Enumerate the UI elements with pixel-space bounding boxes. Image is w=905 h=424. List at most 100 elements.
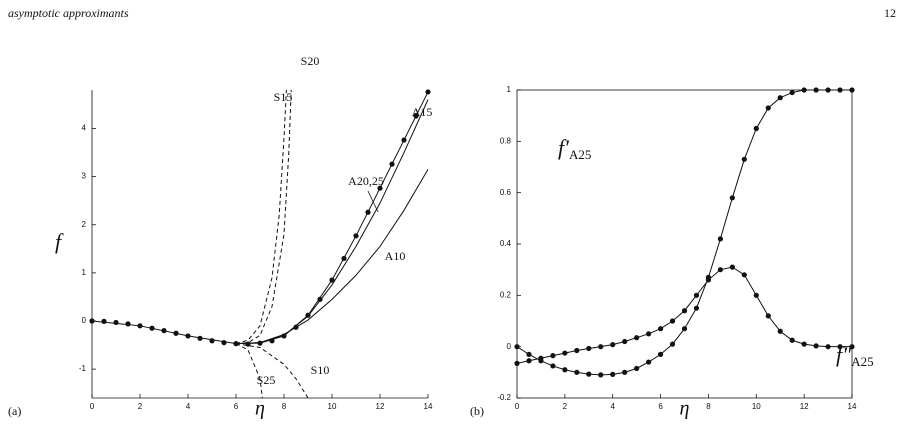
curve-label-sub: A25 [569, 147, 591, 162]
data-dot [681, 308, 688, 314]
data-dot [125, 321, 131, 327]
data-dot [269, 338, 275, 344]
data-dot [634, 365, 640, 372]
label-leader [367, 190, 379, 213]
data-dot [221, 340, 227, 346]
data-dot [526, 358, 532, 364]
data-dot [693, 292, 700, 298]
running-title: asymptotic approximants [8, 6, 129, 20]
curve [91, 91, 429, 345]
data-dot [389, 161, 395, 167]
data-dot [717, 236, 723, 242]
data-dot [101, 318, 107, 324]
y-tick-label: -1 [79, 364, 87, 373]
curve-label-sub: A25 [851, 354, 873, 369]
data-dot [514, 360, 520, 366]
y-tick-label: 0.6 [500, 188, 512, 197]
x-tick-label: 4 [186, 402, 191, 411]
data-dot [753, 292, 759, 298]
data-dot [681, 326, 688, 332]
page-number: 12 [884, 6, 896, 20]
y-tick-label: 0 [82, 316, 87, 325]
data-dot [849, 344, 855, 350]
data-dot [562, 350, 568, 356]
curve-label: A10 [385, 249, 406, 263]
data-dot [526, 351, 532, 357]
curve-label: S15 [274, 90, 293, 104]
curve [516, 266, 852, 364]
curve-label: S25 [257, 373, 276, 387]
data-dot [209, 338, 215, 344]
curve-label: S10 [311, 363, 330, 377]
x-tick-label: 6 [658, 402, 663, 411]
data-dot [413, 113, 419, 119]
y-tick-label: 2 [82, 220, 87, 229]
data-dot [550, 353, 556, 359]
data-dot [801, 87, 807, 93]
data-dot [353, 233, 359, 239]
data-dot [574, 369, 580, 375]
data-dot [634, 335, 640, 341]
data-dot [574, 347, 580, 354]
data-dot [586, 345, 592, 352]
y-tick-label: 0.4 [500, 239, 512, 248]
data-dot [281, 333, 287, 339]
data-dot [341, 255, 347, 262]
y-tick-label: -0.2 [497, 393, 511, 402]
x-tick-label: 10 [328, 402, 337, 411]
data-dot [293, 324, 299, 330]
data-dot [765, 105, 771, 111]
dashed-curve [235, 343, 309, 399]
data-dot [622, 338, 628, 345]
data-dot [729, 264, 735, 270]
data-dot [317, 296, 323, 302]
data-dot [161, 328, 167, 334]
data-dot [646, 331, 652, 337]
data-dot [837, 344, 843, 350]
data-dot [837, 87, 843, 93]
y-tick-label: 1 [82, 268, 87, 277]
dashed-curve [235, 343, 263, 399]
data-dot [693, 305, 700, 311]
data-dot [185, 333, 191, 339]
data-dot [801, 341, 807, 347]
data-dot [113, 319, 119, 326]
x-tick-label: 8 [706, 402, 711, 411]
data-dot [777, 328, 783, 334]
data-dot [610, 342, 616, 348]
data-dot [610, 371, 616, 377]
x-tick-label: 8 [282, 402, 287, 411]
data-dot [825, 87, 831, 93]
data-dot [197, 335, 203, 341]
data-dot [705, 277, 712, 283]
data-dot [173, 330, 179, 336]
y-tick-label: 0 [507, 342, 512, 351]
x-axis-label: η [680, 398, 690, 420]
x-tick-label: 12 [376, 402, 385, 411]
data-dot [598, 372, 604, 378]
data-dot [669, 341, 676, 347]
data-dot [257, 340, 263, 346]
curve-label: f′A25 [558, 135, 591, 162]
dashed-curve [235, 89, 287, 345]
data-dot [657, 351, 664, 357]
data-dot [765, 313, 771, 319]
curve-label: f″A25 [836, 342, 874, 369]
data-dot [586, 371, 592, 377]
y-tick-label: 4 [82, 124, 87, 133]
panel-label: (b) [470, 404, 484, 418]
data-dot [365, 209, 371, 215]
curve [516, 89, 852, 376]
data-dot [813, 343, 819, 349]
y-tick-label: 1 [507, 85, 512, 94]
data-dot [329, 277, 335, 283]
curve-label: S20 [301, 54, 320, 68]
data-dot [89, 318, 95, 324]
curve-label: A20,25 [348, 174, 384, 188]
data-dot [789, 337, 795, 343]
data-dot [137, 323, 143, 329]
data-dot [149, 325, 155, 331]
data-dot [729, 195, 735, 201]
x-axis-label: η [255, 398, 265, 420]
